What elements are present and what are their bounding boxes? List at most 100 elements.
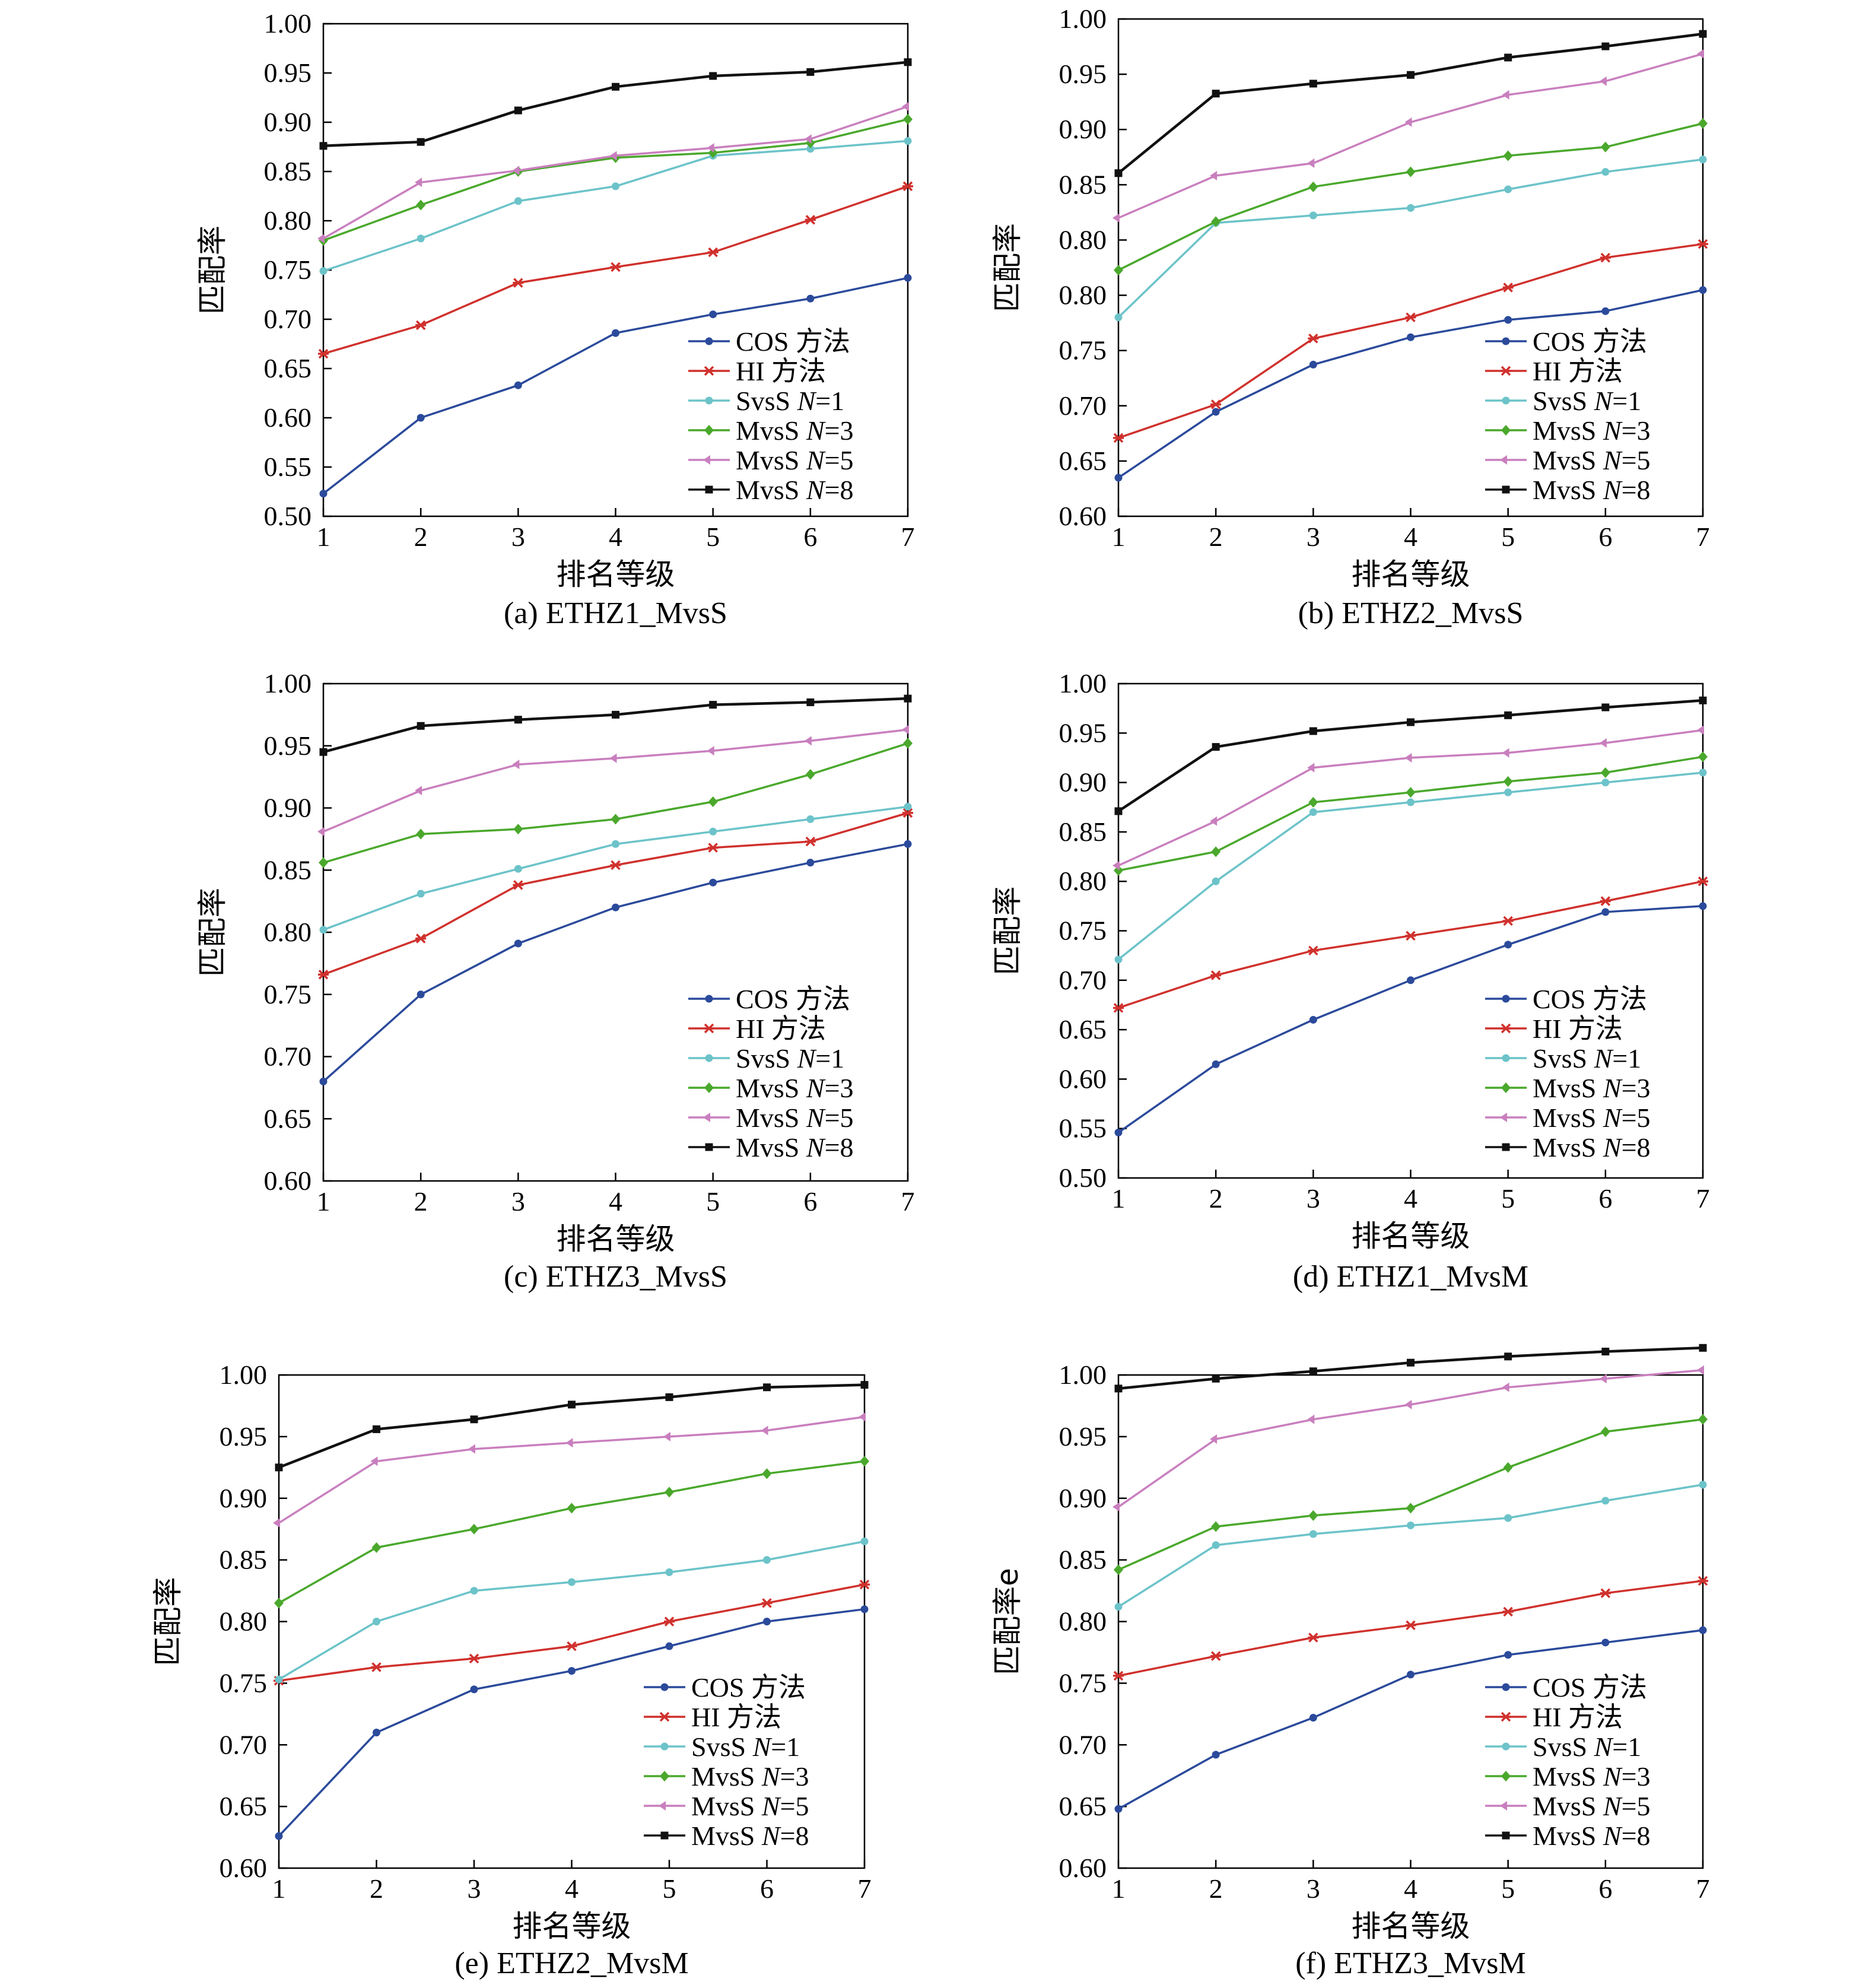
series-MvsS5: [317, 101, 909, 243]
data-point: [1699, 30, 1707, 38]
data-point: [1502, 1606, 1514, 1617]
legend-label: MvsS N=8: [1533, 1821, 1651, 1851]
data-point: [1307, 158, 1315, 169]
legend-label: HI 方法: [736, 1014, 826, 1044]
legend-item-MvsS3: MvsS N=3: [1485, 415, 1651, 446]
legend-item-COS: COS 方法: [644, 1672, 806, 1703]
x-tick-label: 1: [317, 522, 330, 552]
data-point: [1699, 768, 1707, 777]
y-tick-label: 1.00: [1059, 4, 1107, 34]
data-point: [416, 828, 426, 840]
data-point: [1113, 1671, 1124, 1681]
chart-panel-c: 0.60 0.65 0.70 0.75 0.80 0.85 0.90 0.95 1.00 1 2 3 4…: [195, 668, 915, 1294]
legend-marker: [1502, 1683, 1510, 1691]
y-tick-label: 0.65: [1059, 1791, 1107, 1821]
y-tick-label: 0.70: [264, 304, 312, 334]
data-point: [1502, 90, 1509, 100]
x-tick-label: 5: [706, 522, 720, 552]
y-tick-label: 0.70: [1059, 1729, 1107, 1760]
x-tick-label: 2: [414, 522, 428, 552]
data-point: [1212, 1751, 1220, 1759]
x-tick-label: 2: [1209, 1183, 1223, 1214]
data-point: [612, 182, 619, 190]
data-point: [902, 808, 913, 818]
x-axis-title: 排名等级: [513, 1909, 631, 1943]
data-point: [1601, 307, 1610, 315]
x-tick-label: 4: [1404, 1183, 1417, 1214]
data-point: [707, 143, 714, 153]
legend-label: HI 方法: [691, 1702, 781, 1732]
data-point: [1504, 711, 1512, 719]
legend-item-MvsS8: MvsS N=8: [1485, 1821, 1651, 1851]
legend-marker: [1500, 455, 1507, 465]
series-line-MvsS8: [1118, 1346, 1703, 1390]
series-line-MvsS8: [278, 1383, 865, 1469]
data-point: [1308, 1633, 1319, 1643]
y-tick-label: 0.90: [1059, 114, 1107, 144]
data-point: [1504, 53, 1512, 62]
series-MvsS8: [319, 58, 912, 150]
legend-marker: [660, 1831, 669, 1840]
chart-panel-d: 0.50 0.55 0.60 0.65 0.70 0.75 0.80 0.85 0.90 0.95…: [990, 668, 1710, 1294]
data-point: [1114, 807, 1123, 815]
legend-marker: [703, 1113, 710, 1122]
data-point: [804, 134, 812, 144]
data-point: [1114, 313, 1123, 322]
x-tick-label: 7: [901, 1186, 915, 1217]
data-point: [1309, 360, 1317, 369]
y-axis-title: 匹配率e: [990, 1568, 1025, 1675]
data-point: [1210, 1651, 1222, 1661]
x-tick-label: 5: [1501, 1183, 1515, 1214]
y-tick-label: 0.90: [264, 793, 312, 823]
legend-item-MvsS5: MvsS N=5: [688, 1103, 854, 1133]
data-point: [370, 1456, 378, 1466]
chart-caption: (d) ETHZ1_MvsM: [1293, 1260, 1528, 1294]
data-point: [417, 138, 425, 146]
data-point: [663, 1431, 670, 1441]
series-COS: [319, 274, 912, 498]
data-point: [319, 490, 328, 498]
y-tick-label: 0.65: [1059, 446, 1107, 476]
data-point: [902, 181, 913, 192]
x-tick-label: 4: [565, 1873, 578, 1904]
x-tick-label: 7: [1696, 522, 1710, 552]
x-tick-label: 6: [760, 1873, 774, 1904]
data-point: [612, 329, 619, 337]
y-tick-label: 0.60: [1059, 501, 1107, 531]
data-point: [1698, 1414, 1708, 1425]
legend-marker: [1501, 1711, 1511, 1722]
data-point: [416, 199, 426, 211]
legend-label: MvsS N=5: [736, 445, 854, 475]
data-point: [707, 247, 719, 258]
x-tick-label: 6: [1598, 1873, 1612, 1904]
chart-panel-f: 0.60 0.65 0.70 0.75 0.80 0.85 0.90 0.95 1.00 1 2 3 4…: [990, 1344, 1710, 1980]
data-point: [513, 880, 524, 890]
data-point: [1504, 185, 1512, 193]
legend-marker: [1501, 1023, 1511, 1034]
legend-marker: [1501, 1082, 1511, 1093]
legend-item-MvsS3: MvsS N=3: [1485, 1073, 1651, 1103]
legend-marker: [1502, 396, 1510, 405]
data-point: [904, 694, 912, 703]
y-tick-label: 0.65: [1059, 1014, 1107, 1044]
series-MvsS3: [1114, 751, 1708, 876]
data-point: [860, 1537, 869, 1545]
y-tick-label: 0.90: [220, 1483, 268, 1513]
series-MvsS8: [319, 694, 912, 756]
y-tick-label: 0.95: [264, 731, 312, 761]
y-tick-label: 0.95: [1059, 59, 1107, 89]
data-point: [707, 843, 719, 853]
data-point: [1210, 1434, 1218, 1444]
series-COS: [319, 840, 912, 1085]
y-axis-title: 匹配率: [151, 1577, 185, 1666]
y-tick-label: 0.85: [1059, 817, 1107, 847]
legend-label: SvsS N=1: [1533, 1732, 1641, 1762]
legend-item-MvsS3: MvsS N=3: [688, 415, 854, 446]
data-point: [317, 827, 325, 837]
data-point: [1502, 916, 1514, 926]
legend-item-MvsS3: MvsS N=3: [644, 1761, 809, 1792]
legend-label: MvsS N=3: [736, 1073, 854, 1103]
